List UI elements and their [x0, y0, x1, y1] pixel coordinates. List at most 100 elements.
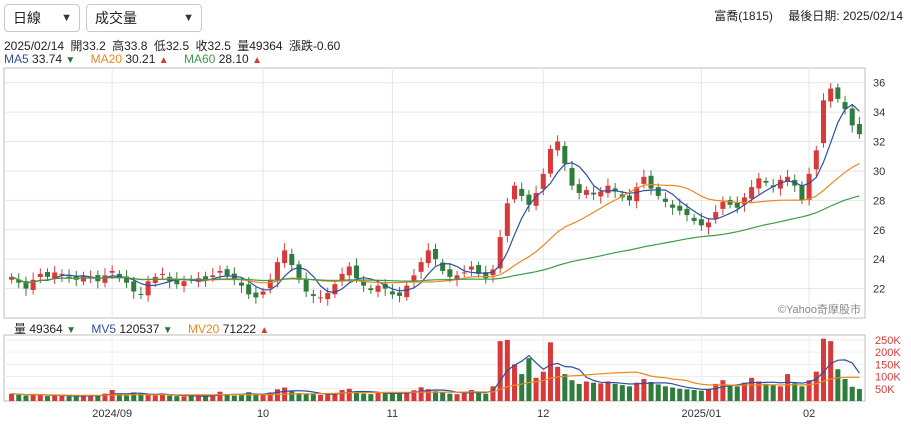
last-date: 最後日期: 2025/02/14 — [788, 9, 903, 23]
candle-body — [605, 185, 611, 194]
candle-body — [131, 281, 137, 292]
candle-body — [253, 292, 259, 298]
candle-body — [713, 212, 719, 220]
volume-bar — [842, 379, 848, 401]
volume-bar — [238, 395, 245, 401]
candle-body — [634, 187, 640, 202]
candle-body — [706, 222, 712, 228]
vol-label: 量 — [14, 322, 27, 336]
candle-body — [339, 273, 345, 281]
x-tick-label: 02 — [803, 408, 815, 420]
candle-body — [368, 288, 374, 291]
candle-body — [662, 198, 668, 202]
volume-bar — [835, 369, 841, 401]
arrow-up-icon: ▲ — [259, 325, 270, 336]
period-select[interactable]: 日線 ▼ — [4, 4, 80, 32]
volume-bar — [806, 380, 812, 401]
volume-bar — [267, 392, 273, 401]
volume-bar — [648, 381, 654, 401]
volume-bar — [641, 379, 647, 401]
volume-bar — [598, 383, 604, 401]
volume-bar — [634, 382, 640, 401]
stock-name: 富喬(1815) — [714, 9, 773, 23]
volume-bar — [691, 390, 697, 401]
volume-bar — [619, 385, 625, 401]
volume-tick-label: 200K — [875, 347, 901, 359]
candle-body — [411, 275, 417, 283]
ohlc-volume: 量49364 — [237, 39, 283, 53]
candle-body — [296, 264, 302, 280]
candle-body — [842, 102, 848, 110]
candle-body — [468, 266, 474, 270]
ma5-label: MA5 — [4, 52, 29, 66]
price-tick-label: 26 — [873, 225, 885, 237]
mv20-line — [11, 371, 860, 396]
volume-bar — [684, 389, 690, 401]
volume-bar — [526, 358, 532, 401]
volume-bar — [80, 395, 86, 401]
ma5-value: 33.74 — [32, 52, 63, 66]
candle-body — [45, 271, 51, 277]
candle-body — [124, 276, 130, 283]
header-info: 富喬(1815) 最後日期: 2025/02/14 — [702, 7, 903, 24]
candle-body — [727, 199, 733, 205]
volume-bar — [483, 393, 489, 401]
candle-body — [454, 275, 460, 279]
volume-bar — [274, 389, 280, 401]
arrow-down-icon: ▼ — [65, 55, 76, 66]
candle-body — [389, 291, 395, 295]
candle-body — [282, 250, 288, 264]
candle-body — [30, 279, 36, 290]
volume-bar — [591, 382, 597, 401]
candle-body — [174, 279, 180, 285]
candle-body — [734, 202, 740, 208]
volume-bar — [555, 366, 561, 401]
volume-bar — [792, 383, 798, 401]
ma20-label: MA20 — [90, 52, 123, 66]
candle-body — [476, 265, 482, 274]
volume-bar — [397, 393, 403, 401]
volume-bar — [655, 384, 661, 401]
volume-bar — [188, 395, 194, 401]
volume-bar — [246, 392, 252, 401]
indicator-select-value: 成交量 — [95, 10, 137, 26]
candle-body — [756, 178, 762, 189]
volume-bar — [181, 396, 187, 401]
volume-bar — [88, 394, 94, 401]
ohlc-open: 開33.2 — [70, 39, 106, 53]
candle-body — [325, 293, 331, 300]
candle-body — [562, 145, 568, 164]
volume-bar — [368, 394, 374, 401]
volume-bar — [318, 394, 324, 401]
volume-bar — [231, 395, 237, 401]
volume-bar — [138, 393, 144, 401]
x-tick-label: 11 — [387, 408, 398, 420]
candle-body — [813, 150, 819, 170]
volume-bar — [785, 374, 791, 401]
x-tick-label: 2025/01 — [681, 408, 721, 420]
ma60-line — [11, 195, 860, 284]
candle-body — [806, 173, 812, 200]
volume-bar — [461, 393, 467, 401]
volume-bar — [95, 395, 101, 401]
x-tick-label: 12 — [537, 408, 549, 420]
candle-body — [835, 87, 841, 99]
candle-body — [598, 191, 604, 197]
volume-bar — [152, 395, 158, 401]
candle-body — [591, 192, 597, 195]
volume-bar — [734, 386, 740, 401]
vol-legend: 量 49364 ▼ — [14, 322, 76, 336]
price-tick-label: 34 — [873, 107, 885, 119]
volume-bar — [124, 395, 130, 401]
ma-legend: MA5 33.74 ▼ MA20 30.21 ▲ MA60 28.10 ▲ — [4, 52, 274, 66]
candle-body — [684, 208, 690, 216]
indicator-select[interactable]: 成交量 ▼ — [86, 4, 202, 32]
volume-bar — [820, 338, 826, 401]
candle-body — [246, 284, 252, 295]
mv5-value: 120537 — [119, 322, 160, 336]
volume-bar — [332, 393, 338, 401]
volume-bar — [727, 385, 733, 401]
candle-body — [849, 108, 855, 126]
candle-body — [318, 297, 324, 299]
